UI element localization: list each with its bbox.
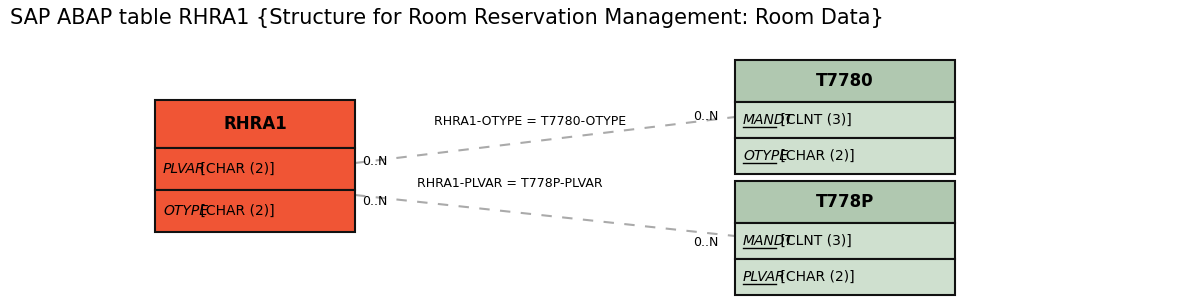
Text: [CHAR (2)]: [CHAR (2)] — [776, 149, 854, 163]
Text: RHRA1: RHRA1 — [223, 115, 287, 133]
Text: SAP ABAP table RHRA1 {Structure for Room Reservation Management: Room Data}: SAP ABAP table RHRA1 {Structure for Room… — [9, 8, 883, 28]
Bar — [155, 148, 355, 190]
Text: 0..N: 0..N — [693, 110, 718, 123]
Text: T7780: T7780 — [816, 72, 874, 90]
Text: [CLNT (3)]: [CLNT (3)] — [776, 234, 851, 248]
Text: MANDT: MANDT — [744, 234, 794, 248]
Text: RHRA1-PLVAR = T778P-PLVAR: RHRA1-PLVAR = T778P-PLVAR — [417, 177, 603, 190]
Bar — [155, 100, 355, 148]
Text: RHRA1-OTYPE = T7780-OTYPE: RHRA1-OTYPE = T7780-OTYPE — [435, 115, 626, 128]
Bar — [155, 190, 355, 232]
Text: 0..N: 0..N — [362, 195, 387, 208]
Text: [CHAR (2)]: [CHAR (2)] — [776, 270, 854, 284]
Bar — [735, 181, 955, 223]
Text: T778P: T778P — [816, 193, 874, 211]
Text: [CHAR (2)]: [CHAR (2)] — [195, 204, 275, 218]
Bar — [735, 138, 955, 174]
Bar — [735, 102, 955, 138]
Text: OTYPE: OTYPE — [163, 204, 208, 218]
Bar — [735, 259, 955, 295]
Text: [CLNT (3)]: [CLNT (3)] — [776, 113, 851, 127]
Bar — [735, 60, 955, 102]
Text: 0..N: 0..N — [693, 237, 718, 250]
Text: [CHAR (2)]: [CHAR (2)] — [195, 162, 275, 176]
Text: MANDT: MANDT — [744, 113, 794, 127]
Text: PLVAR: PLVAR — [163, 162, 206, 176]
Text: OTYPE: OTYPE — [744, 149, 789, 163]
Text: 0..N: 0..N — [362, 155, 387, 168]
Bar — [735, 223, 955, 259]
Text: PLVAR: PLVAR — [744, 270, 786, 284]
